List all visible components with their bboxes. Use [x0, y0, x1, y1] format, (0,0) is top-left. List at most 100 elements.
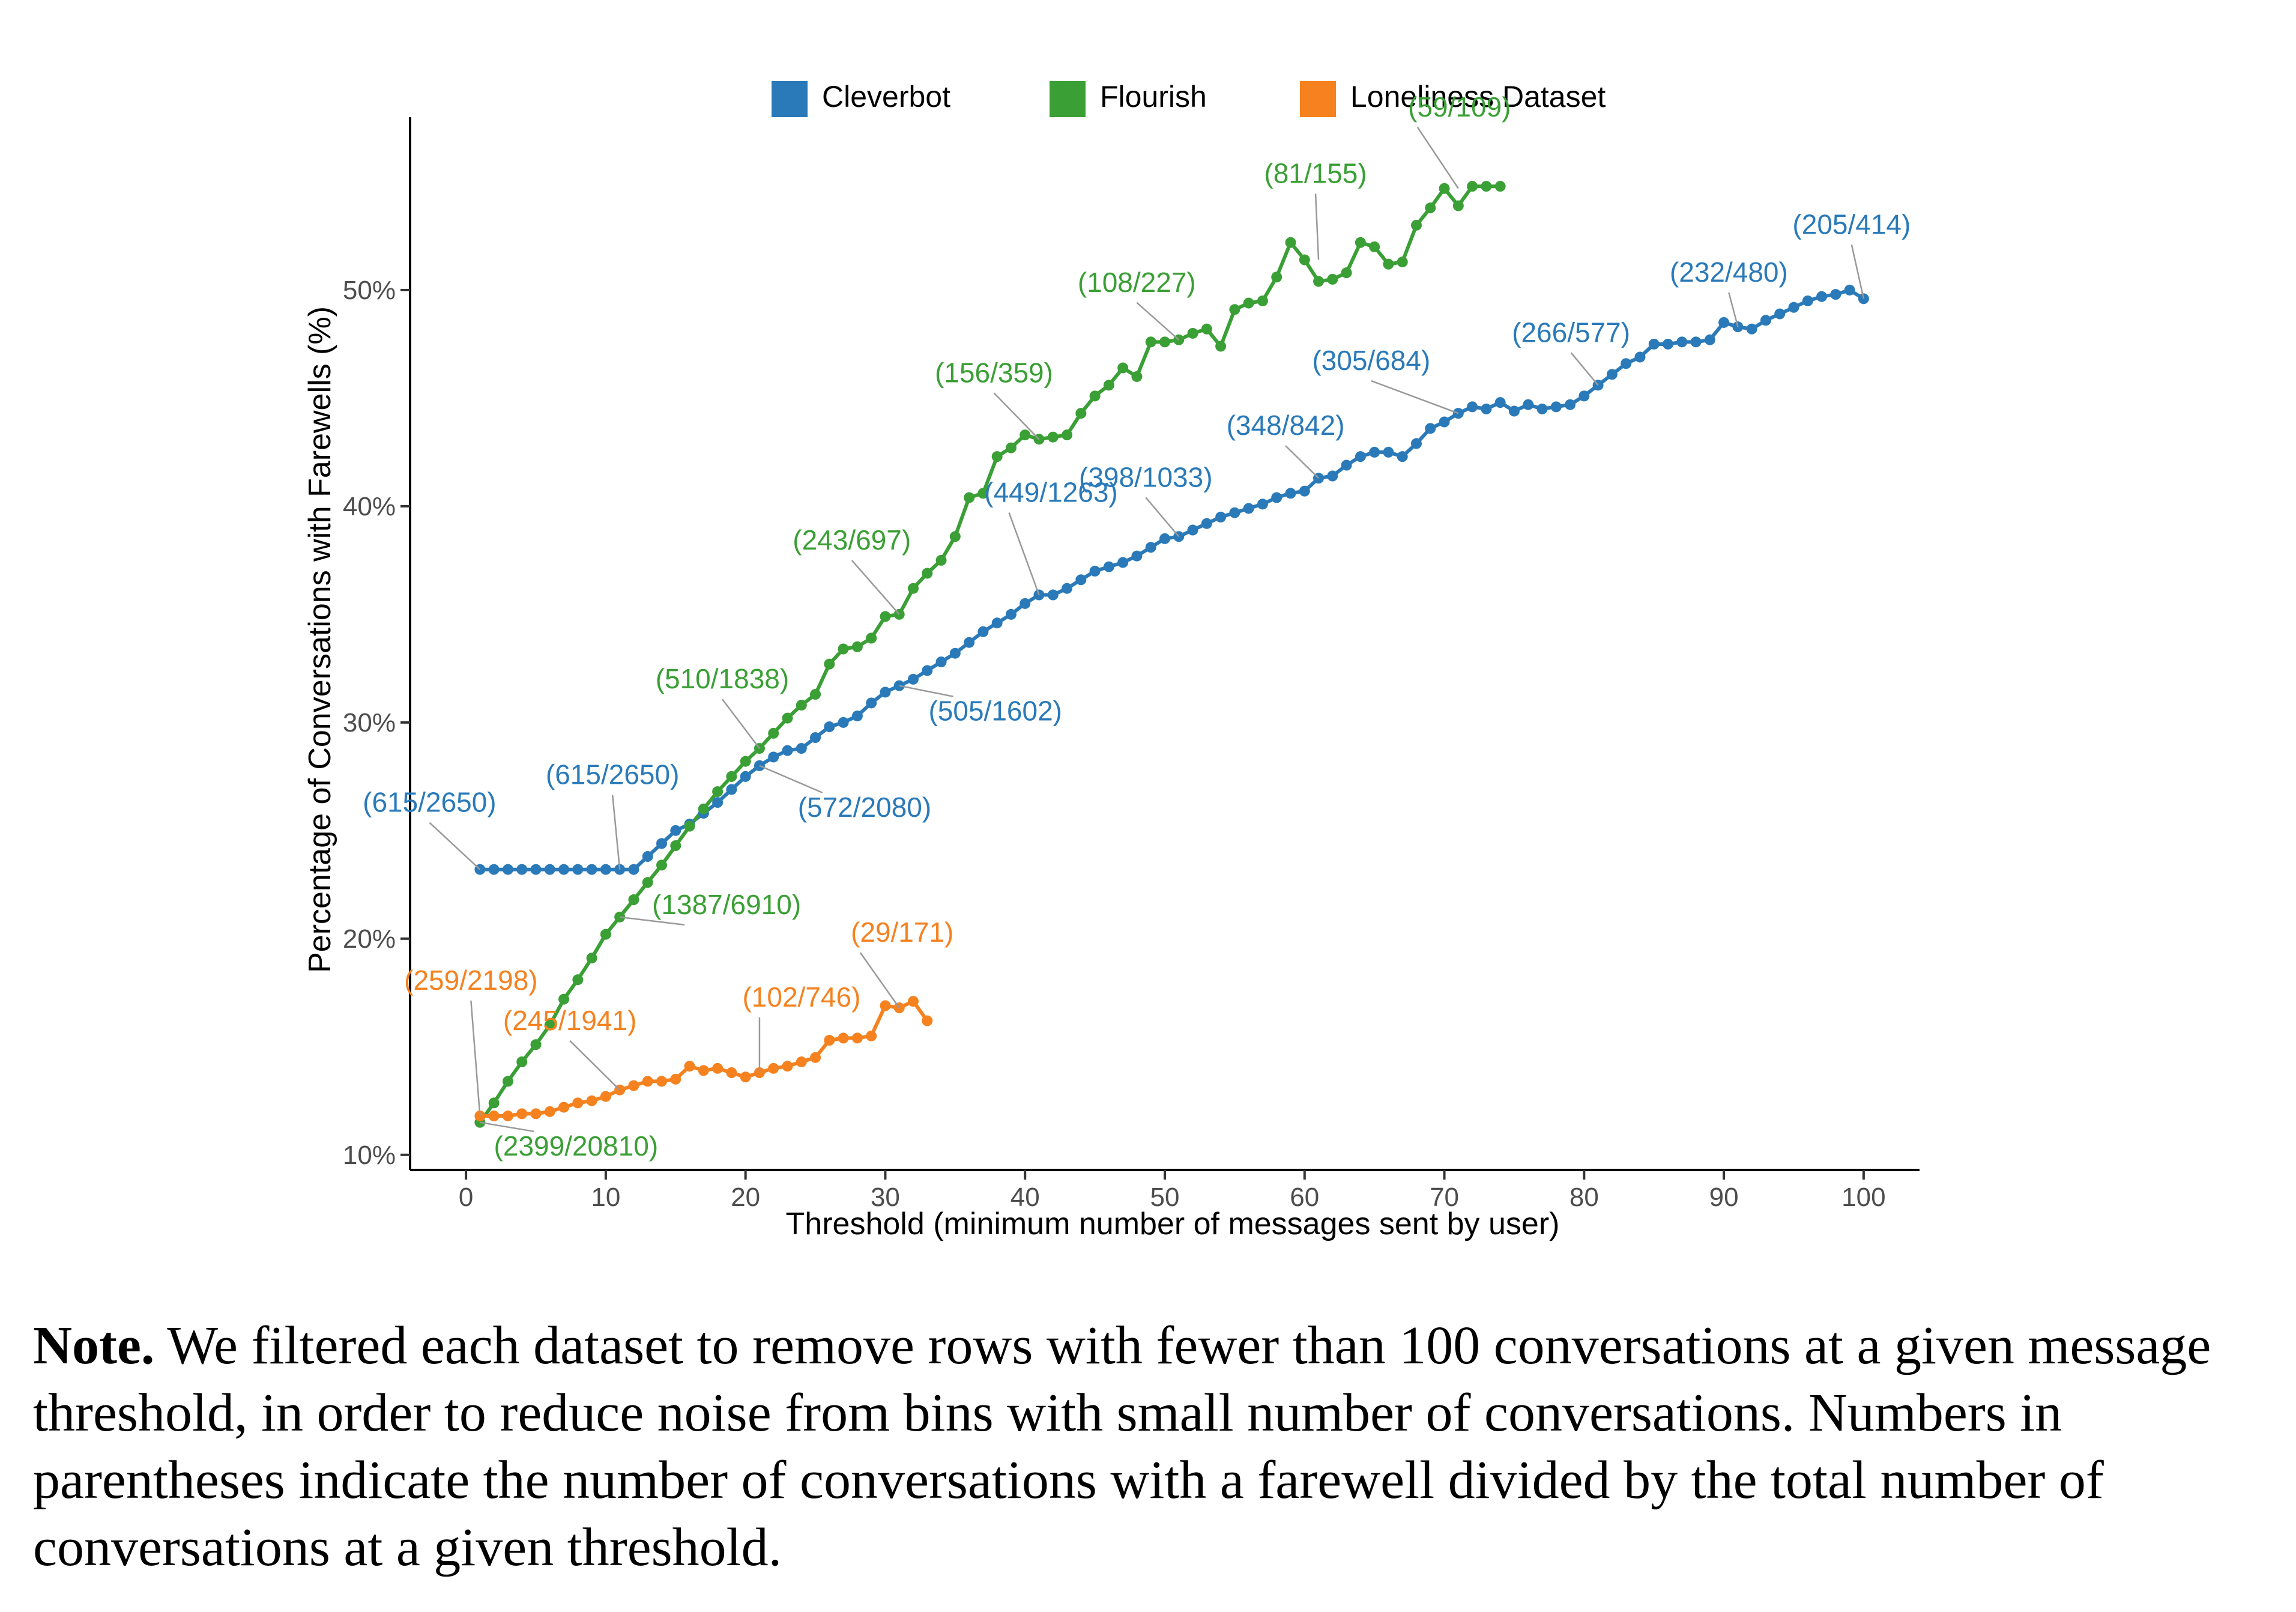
data-point: [586, 1095, 597, 1106]
data-point: [572, 864, 584, 875]
y-tick-label: 20%: [343, 924, 396, 954]
data-point: [1844, 284, 1855, 295]
data-point: [558, 864, 570, 875]
annotation-label: (615/2650): [363, 787, 497, 818]
series-line-1: [478, 184, 1500, 1124]
data-point: [796, 743, 807, 754]
legend-swatch-0: [772, 81, 808, 117]
data-point: [516, 1056, 528, 1068]
data-point: [1062, 583, 1073, 594]
data-point: [1425, 202, 1436, 214]
data-point: [1145, 542, 1156, 553]
data-point: [1816, 291, 1828, 302]
annotation-leader: [1728, 292, 1739, 327]
annotation-leader: [569, 1040, 621, 1091]
data-point: [1550, 401, 1562, 413]
annotation-leader: [470, 1000, 481, 1117]
x-tick-label: 90: [1709, 1183, 1739, 1212]
data-point: [530, 864, 542, 875]
x-tick-label: 80: [1569, 1183, 1599, 1212]
data-point: [572, 1097, 584, 1109]
data-point: [991, 617, 1003, 629]
data-point: [544, 1106, 555, 1117]
x-tick-label: 70: [1430, 1183, 1459, 1212]
x-tick-label: 100: [1841, 1183, 1885, 1212]
data-point: [1494, 397, 1506, 408]
data-point: [726, 1067, 737, 1079]
data-point: [502, 864, 513, 875]
data-point: [810, 1052, 821, 1063]
data-point: [1020, 429, 1031, 441]
data-point: [880, 686, 891, 698]
data-point: [684, 1061, 695, 1072]
annotation-leader: [611, 795, 621, 870]
annotation-leader: [759, 765, 823, 794]
data-point: [949, 647, 961, 659]
data-point: [488, 1097, 500, 1109]
data-point: [796, 1056, 807, 1068]
data-point: [642, 1076, 653, 1087]
data-point: [880, 611, 891, 622]
data-point: [502, 1111, 513, 1122]
data-point: [866, 697, 877, 709]
data-point: [1439, 183, 1450, 194]
data-point: [1676, 336, 1688, 348]
x-tick-label: 60: [1290, 1183, 1319, 1212]
data-point: [1718, 317, 1730, 328]
data-point: [740, 771, 751, 782]
annotation-leader: [1416, 127, 1459, 189]
data-point: [1005, 442, 1017, 453]
data-point: [1439, 416, 1450, 428]
data-point: [600, 1091, 611, 1102]
annotation-leader: [1371, 380, 1459, 414]
data-point: [768, 727, 779, 739]
data-point: [1271, 492, 1282, 503]
data-point: [488, 1111, 500, 1122]
data-point: [824, 1035, 835, 1046]
annotation-leader: [1145, 497, 1180, 538]
data-point: [1355, 451, 1366, 462]
data-point: [1201, 323, 1212, 335]
figure-note: Note. We filtered each dataset to remove…: [33, 1312, 2279, 1581]
data-point: [1089, 565, 1101, 577]
annotation-leader: [1570, 352, 1599, 386]
data-point: [935, 554, 947, 566]
data-point: [991, 451, 1003, 462]
legend-label-2: Loneliness Dataset: [1350, 80, 1606, 114]
data-point: [1704, 334, 1715, 345]
annotation-label: (205/414): [1792, 208, 1911, 240]
annotation-label: (305/684): [1312, 345, 1430, 376]
farewell-line-chart: Cleverbot Flourish Loneliness Dataset 0 10 2…: [303, 80, 1920, 1241]
data-point: [1508, 405, 1520, 417]
x-tick-label: 20: [731, 1183, 760, 1212]
data-point: [768, 751, 779, 763]
data-point: [558, 993, 570, 1005]
data-point: [642, 851, 653, 862]
data-point: [851, 641, 863, 652]
data-point: [1802, 295, 1813, 306]
x-tick-label: 10: [591, 1183, 620, 1212]
data-point: [964, 492, 975, 503]
data-point: [908, 996, 919, 1007]
legend-swatch-1: [1050, 81, 1086, 117]
data-point: [1774, 308, 1786, 320]
annotation-leader: [899, 685, 953, 697]
data-point: [1565, 399, 1576, 410]
data-point: [1243, 297, 1254, 309]
data-point: [838, 643, 849, 655]
data-point: [572, 974, 584, 986]
x-tick-label: 40: [1011, 1183, 1040, 1212]
data-point: [782, 1061, 793, 1072]
data-point: [698, 1065, 709, 1076]
annotation-leader: [1314, 193, 1320, 260]
annotation-leader: [620, 916, 685, 926]
data-point: [782, 712, 793, 724]
data-point: [1452, 200, 1464, 211]
data-point: [1229, 304, 1240, 315]
annotation-label: (2399/20810): [494, 1130, 659, 1162]
data-point: [600, 864, 611, 875]
data-point: [908, 583, 919, 594]
x-tick-label: 50: [1150, 1183, 1180, 1212]
annotation-label: (449/1263): [984, 477, 1118, 508]
y-tick-label: 50%: [343, 276, 396, 305]
